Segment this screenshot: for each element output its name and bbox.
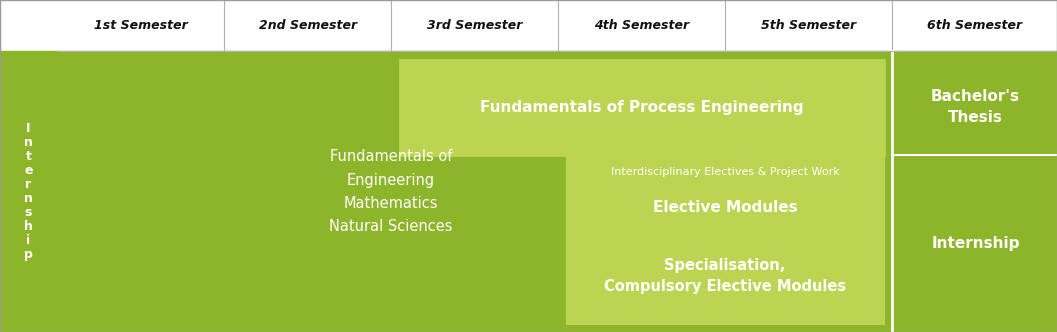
Text: Interdisciplinary Electives & Project Work: Interdisciplinary Electives & Project Wo… xyxy=(611,167,839,177)
Bar xyxy=(0,0,1057,51)
Text: Elective Modules: Elective Modules xyxy=(653,200,797,215)
Text: Specialisation,
Compulsory Elective Modules: Specialisation, Compulsory Elective Modu… xyxy=(604,258,847,294)
Text: Fundamentals of
Engineering
Mathematics
Natural Sciences: Fundamentals of Engineering Mathematics … xyxy=(330,149,452,234)
Text: Internship: Internship xyxy=(931,236,1020,251)
Text: Bachelor's
Thesis: Bachelor's Thesis xyxy=(931,89,1020,125)
Text: 1st Semester: 1st Semester xyxy=(94,19,187,32)
Text: 4th Semester: 4th Semester xyxy=(594,19,689,32)
Text: 3rd Semester: 3rd Semester xyxy=(427,19,522,32)
Bar xyxy=(400,60,884,155)
Text: 2nd Semester: 2nd Semester xyxy=(259,19,356,32)
Bar xyxy=(567,228,884,324)
Text: 6th Semester: 6th Semester xyxy=(927,19,1022,32)
Text: Fundamentals of Process Engineering: Fundamentals of Process Engineering xyxy=(480,100,803,115)
Text: 5th Semester: 5th Semester xyxy=(761,19,856,32)
Bar xyxy=(567,157,884,187)
Bar xyxy=(0,51,1057,332)
Bar xyxy=(567,189,884,226)
Text: I
n
t
e
r
n
s
h
i
p: I n t e r n s h i p xyxy=(24,122,33,261)
